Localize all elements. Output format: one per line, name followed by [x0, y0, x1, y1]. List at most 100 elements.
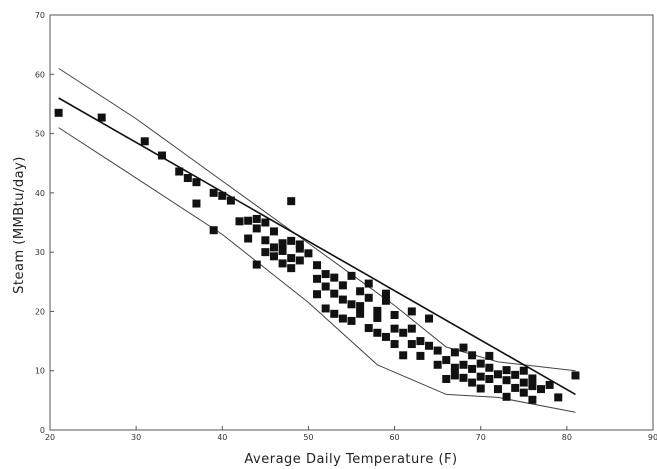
data-point [407, 340, 416, 349]
data-point [511, 383, 520, 392]
data-point [218, 191, 227, 200]
data-point [381, 332, 390, 341]
data-point [442, 356, 451, 365]
data-point [338, 295, 347, 304]
data-point [287, 254, 296, 263]
data-point [269, 243, 278, 252]
data-point [468, 351, 477, 360]
data-point [330, 309, 339, 318]
data-point [390, 310, 399, 319]
x-axis-ticks: 20 30 40 50 60 70 80 90 [45, 426, 657, 442]
data-point [261, 218, 270, 227]
data-point [425, 314, 434, 323]
y-axis-ticks: 0 10 20 30 40 50 60 70 [35, 11, 54, 435]
data-point [261, 236, 270, 245]
data-point [528, 395, 537, 404]
data-point [295, 240, 304, 249]
data-point [416, 337, 425, 346]
data-point [528, 382, 537, 391]
data-point [313, 290, 322, 299]
data-point [269, 252, 278, 261]
y-tick-label: 10 [35, 367, 45, 376]
x-tick-label: 70 [476, 433, 486, 442]
data-point [226, 196, 235, 205]
data-point [476, 384, 485, 393]
data-point [493, 385, 502, 394]
data-point [321, 304, 330, 313]
y-tick-label: 70 [35, 11, 45, 20]
data-point [356, 302, 365, 311]
data-point [261, 248, 270, 257]
data-point [571, 371, 580, 380]
data-point [278, 239, 287, 248]
data-point [235, 217, 244, 226]
data-point [502, 366, 511, 375]
x-tick-label: 90 [648, 433, 657, 442]
data-point [373, 306, 382, 315]
data-point [545, 380, 554, 389]
data-point [252, 214, 261, 223]
data-points [54, 108, 580, 404]
y-tick-label: 60 [35, 70, 45, 79]
data-point [330, 273, 339, 282]
data-point [476, 359, 485, 368]
data-point [287, 236, 296, 245]
data-point [485, 351, 494, 360]
plot-frame [49, 14, 654, 431]
data-point [244, 216, 253, 225]
data-point [502, 376, 511, 385]
data-point [450, 363, 459, 372]
data-point [519, 378, 528, 387]
data-point [252, 224, 261, 233]
y-tick-label: 30 [35, 248, 45, 257]
data-point [313, 261, 322, 270]
data-point [416, 351, 425, 360]
y-tick-label: 50 [35, 130, 45, 139]
data-point [209, 188, 218, 197]
data-point [493, 370, 502, 379]
data-point [390, 324, 399, 333]
data-point [347, 300, 356, 309]
y-tick-label: 20 [35, 307, 45, 316]
data-point [192, 199, 201, 208]
regression-fit-line [58, 97, 576, 396]
x-tick-label: 40 [217, 433, 227, 442]
data-point [425, 341, 434, 350]
data-point [209, 226, 218, 235]
data-point [468, 378, 477, 387]
data-point [183, 174, 192, 183]
data-point [313, 274, 322, 283]
data-point [321, 282, 330, 291]
x-tick-label: 20 [45, 433, 55, 442]
data-point [373, 328, 382, 337]
x-tick-label: 80 [562, 433, 572, 442]
data-point [192, 178, 201, 187]
y-axis-title: Steam (MMBtu/day) [12, 156, 27, 294]
data-point [399, 351, 408, 360]
data-point [519, 366, 528, 375]
x-tick-label: 50 [303, 433, 313, 442]
data-point [433, 346, 442, 355]
data-point [528, 374, 537, 383]
data-point [381, 289, 390, 298]
data-point [304, 249, 313, 258]
data-point [468, 364, 477, 373]
data-point [519, 388, 528, 397]
data-point [278, 246, 287, 255]
x-tick-label: 60 [389, 433, 399, 442]
data-point [399, 328, 408, 337]
data-point [450, 348, 459, 357]
data-point [175, 167, 184, 176]
data-point [295, 256, 304, 265]
x-tick-label: 30 [131, 433, 141, 442]
data-point [278, 259, 287, 268]
y-tick-label: 0 [40, 426, 45, 435]
data-point [295, 244, 304, 253]
data-point [442, 375, 451, 384]
data-point [356, 309, 365, 318]
data-point [459, 343, 468, 352]
confidence-bands [58, 67, 576, 413]
data-point [356, 287, 365, 296]
data-point [269, 227, 278, 236]
